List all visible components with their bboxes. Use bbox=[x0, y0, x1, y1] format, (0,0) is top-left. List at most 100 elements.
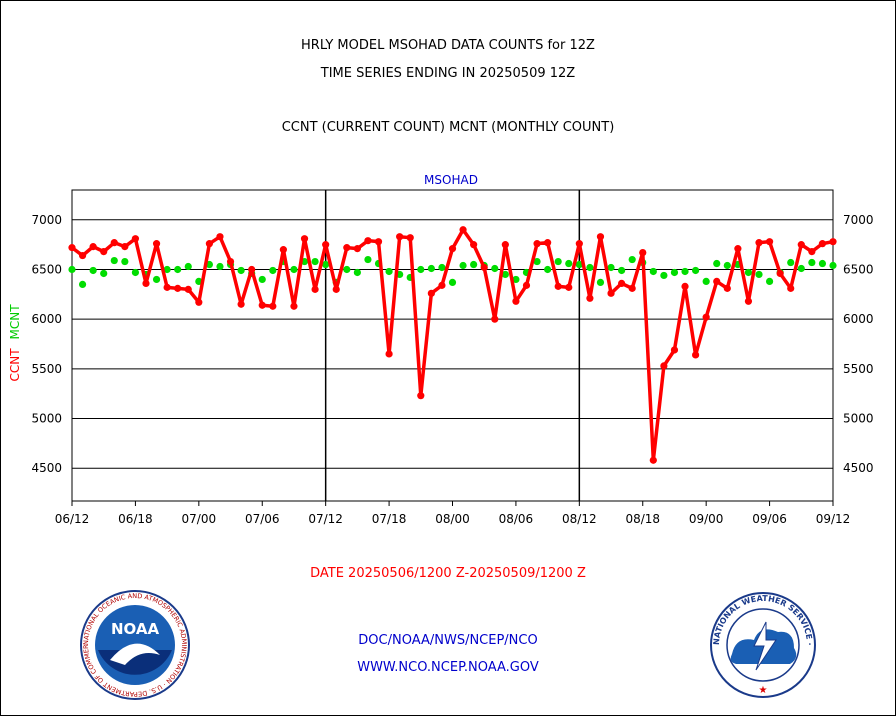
x-tick-label: 07/00 bbox=[182, 512, 217, 526]
ccnt-point bbox=[808, 248, 816, 256]
date-range: DATE 20250506/1200 Z-20250509/1200 Z bbox=[310, 566, 586, 581]
ccnt-point bbox=[68, 244, 76, 252]
ccnt-point bbox=[660, 362, 668, 370]
x-tick-label: 08/12 bbox=[562, 512, 597, 526]
ccnt-point bbox=[385, 350, 393, 358]
x-tick-label: 09/00 bbox=[689, 512, 724, 526]
ccnt-point bbox=[575, 240, 583, 248]
ccnt-point bbox=[448, 245, 457, 253]
ccnt-point bbox=[565, 283, 573, 291]
mcnt-point bbox=[533, 257, 541, 266]
nws-star-icon: ★ bbox=[759, 685, 768, 696]
ccnt-point bbox=[322, 241, 330, 249]
mcnt-point bbox=[765, 277, 774, 286]
mcnt-point bbox=[237, 266, 245, 275]
ccnt-point bbox=[596, 233, 605, 241]
mcnt-point bbox=[618, 266, 626, 275]
ccnt-point bbox=[110, 239, 118, 247]
mcnt-point bbox=[586, 263, 594, 272]
ccnt-point bbox=[744, 297, 753, 305]
x-tick-label: 09/06 bbox=[752, 512, 787, 526]
mcnt-point bbox=[427, 264, 435, 273]
ccnt-point bbox=[544, 239, 552, 247]
ccnt-point bbox=[776, 269, 784, 278]
ccnt-point bbox=[332, 285, 340, 293]
ccnt-point bbox=[491, 315, 499, 323]
ccnt-point bbox=[258, 301, 266, 309]
mcnt-point bbox=[628, 255, 636, 264]
y-tick-label-right: 6000 bbox=[843, 312, 874, 326]
mcnt-point bbox=[311, 257, 319, 266]
mcnt-point bbox=[89, 266, 97, 275]
noaa-logo-icon[interactable]: NATIONAL OCEANIC AND ATMOSPHERIC ADMINIS… bbox=[80, 590, 190, 700]
ccnt-point bbox=[311, 285, 319, 293]
website-link[interactable]: WWW.NCO.NCEP.NOAA.GOV bbox=[357, 660, 539, 675]
mcnt-point bbox=[649, 267, 657, 276]
ccnt-point bbox=[533, 240, 541, 248]
mcnt-point bbox=[110, 256, 118, 265]
chart-svg: MSOHAD CCNT MCNT 4500 4500 5000 5000 5500 550… bbox=[8, 173, 874, 526]
org-link[interactable]: DOC/NOAA/NWS/NCEP/NCO bbox=[358, 633, 538, 648]
ccnt-point bbox=[269, 302, 277, 310]
mcnt-point bbox=[269, 266, 277, 275]
mcnt-point bbox=[470, 260, 478, 269]
mcnt-point bbox=[797, 264, 805, 273]
ccnt-point bbox=[470, 241, 478, 249]
mcnt-point bbox=[290, 265, 298, 274]
x-tick-label: 08/00 bbox=[435, 512, 470, 526]
ccnt-point bbox=[216, 233, 224, 241]
mcnt-point bbox=[681, 267, 689, 276]
mcnt-point bbox=[216, 262, 224, 271]
ccnt-point bbox=[691, 351, 700, 359]
mcnt-point bbox=[163, 265, 171, 274]
ccnt-point bbox=[205, 240, 214, 248]
y-tick-label-left: 6000 bbox=[31, 312, 62, 326]
ccnt-point bbox=[618, 279, 626, 287]
mcnt-point bbox=[607, 263, 615, 272]
ccnt-point bbox=[226, 257, 235, 266]
ccnt-point bbox=[195, 298, 203, 306]
mcnt-point bbox=[554, 257, 562, 266]
ccnt-point bbox=[343, 244, 351, 252]
ccnt-point bbox=[131, 235, 140, 243]
ccnt-point bbox=[174, 284, 182, 292]
mcnt-point bbox=[702, 277, 710, 286]
ccnt-point bbox=[364, 237, 372, 245]
ccnt-point bbox=[787, 284, 795, 292]
x-tick-label: 07/18 bbox=[372, 512, 407, 526]
ccnt-point bbox=[797, 241, 805, 249]
x-tick-label: 07/06 bbox=[245, 512, 280, 526]
ccnt-point bbox=[396, 233, 404, 241]
ccnt-point bbox=[353, 245, 361, 253]
header-line-3: CCNT (CURRENT COUNT) MCNT (MONTHLY COUNT… bbox=[281, 120, 615, 135]
ccnt-point bbox=[248, 265, 256, 274]
ccnt-point bbox=[237, 300, 245, 308]
ccnt-point bbox=[427, 289, 435, 297]
ccnt-point bbox=[670, 346, 679, 354]
ccnt-point bbox=[89, 243, 97, 251]
mcnt-point bbox=[565, 259, 573, 268]
mcnt-point bbox=[174, 265, 182, 274]
ccnt-point bbox=[121, 243, 129, 251]
mcnt-point bbox=[121, 257, 129, 266]
chart-title: MSOHAD bbox=[424, 173, 478, 187]
ccnt-point bbox=[501, 241, 509, 249]
y-tick-label-left: 7000 bbox=[31, 213, 62, 227]
mcnt-point bbox=[491, 264, 499, 273]
y-tick-label-left: 5500 bbox=[31, 362, 62, 376]
y-tick-label-left: 4500 bbox=[31, 461, 62, 475]
mcnt-point bbox=[723, 261, 731, 270]
x-tick-label: 06/18 bbox=[118, 512, 153, 526]
mcnt-point bbox=[512, 275, 520, 284]
mcnt-point bbox=[364, 255, 372, 264]
mcnt-point bbox=[787, 258, 795, 267]
nws-logo-icon[interactable]: NATIONAL WEATHER SERVICE · ★ bbox=[710, 592, 816, 698]
mcnt-point bbox=[343, 265, 351, 274]
mcnt-point bbox=[713, 259, 721, 268]
y-tick-label-right: 5500 bbox=[843, 362, 874, 376]
ccnt-point bbox=[459, 226, 467, 234]
y-tick-label-right: 4500 bbox=[843, 461, 874, 475]
ccnt-point bbox=[649, 456, 657, 464]
ccnt-point bbox=[142, 279, 150, 287]
y-tick-label-right: 6500 bbox=[843, 262, 874, 276]
